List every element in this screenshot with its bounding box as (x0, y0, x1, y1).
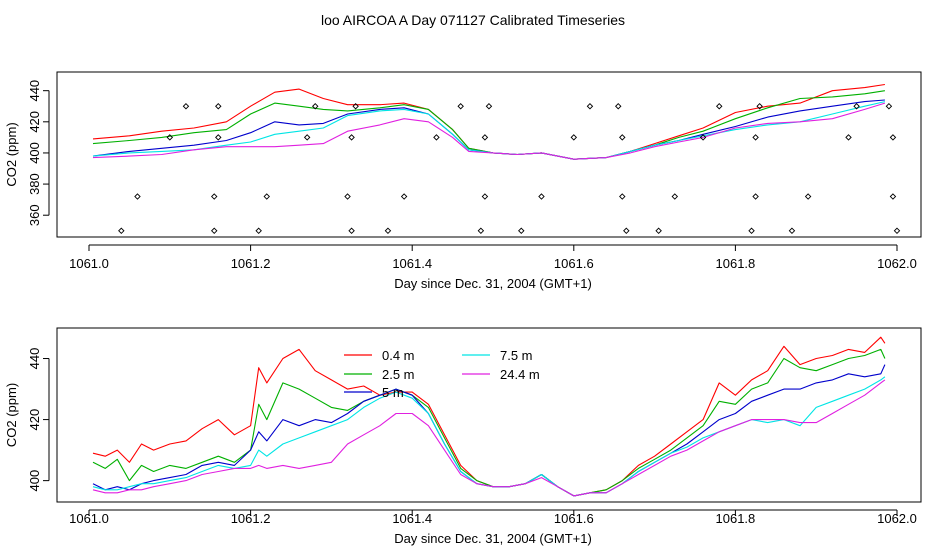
series-line-2-5-m (92, 90, 885, 160)
bottom-panel: 1061.0 1061.2 1061.4 1061.6 1061.8 1062.0 Day … (4, 327, 922, 546)
diamond-marker (671, 193, 679, 200)
diamond-marker (756, 103, 763, 110)
legend-label: 2.5 m (382, 367, 415, 382)
top-panel: 1061.0 1061.2 1061.4 1061.6 1061.8 1062.0 Day … (4, 71, 922, 291)
series-line-0-4-m (92, 336, 886, 497)
diamond-marker (538, 193, 545, 200)
legend-label: 7.5 m (500, 348, 533, 363)
x-tick-label: 1061.4 (392, 256, 432, 271)
diamond-marker (400, 193, 408, 200)
diamond-marker (586, 103, 594, 110)
y-tick-label: 360 (27, 204, 42, 226)
series-line-7-5-m (92, 101, 886, 160)
x-axis-label: Day since Dec. 31, 2004 (GMT+1) (394, 531, 592, 546)
diamond-marker (570, 134, 578, 141)
diamond-marker (889, 134, 897, 141)
y-tick-label: 440 (27, 80, 42, 102)
diamond-marker (211, 227, 218, 235)
diamond-marker (344, 193, 351, 200)
y-tick-label: 400 (27, 142, 42, 164)
diamond-marker (182, 103, 190, 110)
series-line-5-m (92, 364, 886, 497)
x-tick-label: 1061.4 (392, 511, 432, 526)
diamond-marker (433, 134, 440, 141)
diamond-marker (893, 227, 901, 235)
x-axis-label: Day since Dec. 31, 2004 (GMT+1) (394, 276, 592, 291)
diamond-marker (481, 193, 489, 200)
x-tick-label: 1061.8 (716, 256, 756, 271)
diamond-marker (699, 134, 707, 141)
diamond-marker (623, 227, 630, 235)
series-line-7-5-m (92, 376, 886, 497)
x-tick-label: 1061.8 (716, 511, 756, 526)
diamond-marker (134, 193, 141, 200)
x-tick-label: 1062.0 (877, 511, 917, 526)
diamond-marker (804, 193, 812, 200)
plot-frame (56, 327, 922, 503)
diamond-marker (485, 103, 493, 110)
diamond-marker (166, 134, 174, 141)
y-tick-label: 420 (27, 111, 42, 133)
series-line-24-4-m (92, 102, 886, 160)
y-tick-label: 380 (27, 173, 42, 195)
series-line-24-4-m (92, 379, 886, 497)
diamond-marker (303, 134, 311, 141)
diamond-marker (215, 103, 222, 110)
diamond-marker (348, 227, 355, 235)
diamond-marker (352, 103, 359, 110)
diamond-marker (263, 193, 270, 200)
x-tick-label: 1061.6 (554, 256, 594, 271)
x-tick-label: 1061.2 (231, 511, 271, 526)
chart-title: loo AIRCOA A Day 071127 Calibrated Times… (321, 12, 625, 28)
diamond-marker (255, 227, 262, 235)
legend-label: 5 m (382, 385, 404, 400)
diamond-marker (748, 227, 755, 235)
diamond-marker (853, 103, 860, 110)
diamond-marker (788, 227, 796, 235)
y-tick-label: 420 (27, 409, 42, 431)
diamond-marker (752, 134, 759, 141)
diamond-marker (619, 193, 626, 200)
diamond-marker (619, 134, 626, 141)
diamond-marker (518, 227, 525, 235)
x-tick-label: 1061.2 (231, 256, 271, 271)
y-axis-label: CO2 (ppm) (4, 122, 19, 186)
diamond-marker (384, 227, 392, 235)
x-tick-label: 1061.6 (554, 511, 594, 526)
diamond-marker (348, 134, 355, 141)
diamond-marker (889, 193, 897, 200)
diamond-marker (457, 103, 464, 110)
y-axis-label: CO2 (ppm) (4, 383, 19, 447)
diamond-marker (118, 227, 125, 235)
x-tick-label: 1061.0 (69, 511, 109, 526)
diamond-marker (885, 103, 893, 110)
y-tick-label: 440 (27, 348, 42, 370)
legend-label: 24.4 m (500, 367, 540, 382)
diamond-marker (477, 227, 485, 235)
diamond-marker (845, 134, 852, 141)
series-line-2-5-m (92, 348, 886, 497)
diamond-marker (211, 193, 218, 200)
diamond-marker (481, 134, 489, 141)
diamond-marker (716, 103, 723, 110)
diamond-marker (615, 103, 622, 110)
legend-label: 0.4 m (382, 348, 415, 363)
y-tick-label: 400 (27, 470, 42, 492)
x-tick-label: 1061.0 (69, 256, 109, 271)
legend: 0.4 m 2.5 m 5 m 7.5 m 24.4 m (344, 348, 540, 400)
diamond-marker (312, 103, 319, 110)
x-tick-label: 1062.0 (877, 256, 917, 271)
diamond-marker (215, 134, 222, 141)
diamond-marker (655, 227, 662, 235)
plot-frame (56, 71, 922, 238)
diamond-marker (752, 193, 759, 200)
